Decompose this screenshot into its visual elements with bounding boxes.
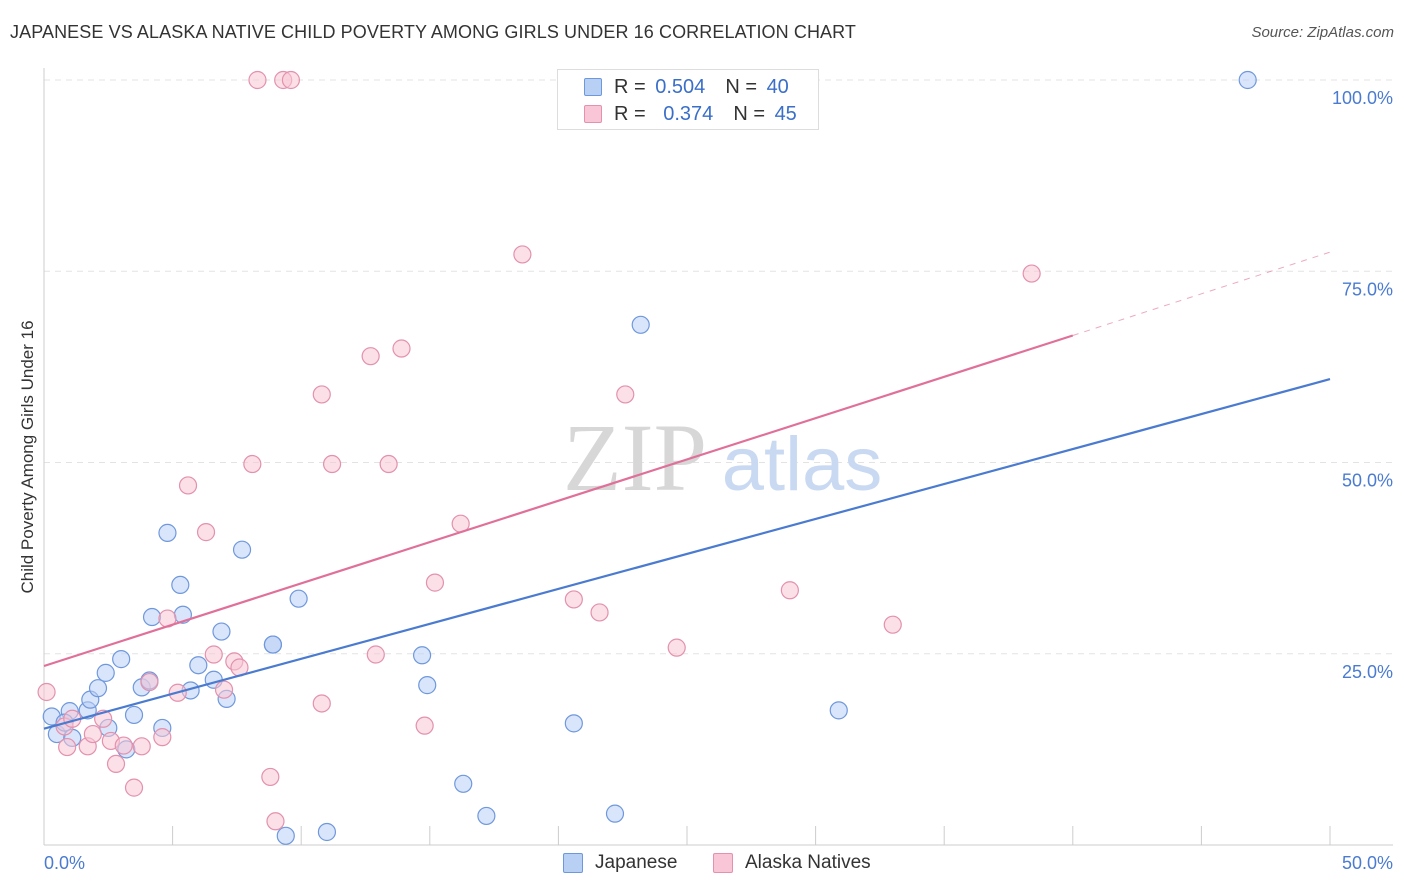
- alaska-point: [590, 603, 609, 622]
- japanese-point: [158, 523, 177, 542]
- alaska-point: [883, 615, 902, 634]
- japanese-point: [412, 646, 432, 665]
- japanese-point: [112, 650, 131, 669]
- alaska-point: [281, 70, 301, 90]
- alaska-trend-extension: [1072, 251, 1331, 336]
- japanese-point: [317, 822, 337, 842]
- alaska-point: [196, 523, 216, 542]
- japanese-point: [263, 635, 283, 654]
- alaska-swatch: [584, 105, 602, 123]
- y-tick-label: 50.0%: [1342, 471, 1393, 491]
- watermark: ZIP atlas: [563, 404, 882, 511]
- alaska-point: [261, 767, 280, 787]
- japanese-point: [605, 804, 625, 823]
- alaska-swatch: [713, 853, 733, 873]
- n-value: 40: [766, 75, 789, 98]
- n-label: N =: [725, 75, 757, 98]
- legend-row-japanese: R = 0.504 N = 40: [584, 76, 789, 98]
- alaska-point: [214, 680, 234, 699]
- alaska-point: [248, 70, 267, 90]
- x-tick-label: 50.0%: [1342, 853, 1393, 873]
- y-tick-label: 75.0%: [1342, 279, 1393, 299]
- alaska-point: [379, 454, 398, 474]
- japanese-point: [477, 806, 496, 826]
- alaska-point: [243, 454, 262, 474]
- japanese-point: [289, 589, 308, 608]
- alaska-point: [667, 638, 686, 657]
- grid-lines: [44, 79, 1393, 655]
- alaska-point: [58, 737, 77, 757]
- x-tick-label: 0.0%: [44, 853, 85, 873]
- japanese-point: [189, 656, 208, 675]
- japanese-point: [212, 622, 231, 641]
- legend-item-alaska: Alaska Natives: [713, 852, 871, 874]
- alaska-point: [513, 245, 532, 264]
- japanese-swatch: [563, 853, 583, 873]
- alaska-point: [564, 590, 583, 609]
- legend-item-japanese: Japanese: [563, 852, 677, 874]
- alaska-point: [83, 724, 102, 744]
- alaska-trend-line: [43, 334, 1074, 668]
- chart-title: JAPANESE VS ALASKA NATIVE CHILD POVERTY …: [10, 22, 857, 42]
- alaska-point: [140, 672, 159, 692]
- japanese-point: [124, 705, 144, 725]
- japanese-point: [564, 714, 583, 733]
- alaska-point: [425, 573, 445, 592]
- alaska-point: [312, 694, 331, 713]
- japanese-point: [88, 679, 108, 698]
- alaska-point: [415, 716, 434, 735]
- legend-label-japanese: Japanese: [595, 852, 678, 873]
- alaska-point: [366, 645, 385, 664]
- y-tick-label: 25.0%: [1342, 662, 1393, 682]
- japanese-point: [96, 663, 115, 682]
- alaska-point: [153, 728, 172, 747]
- japanese-point: [142, 607, 162, 627]
- japanese-swatch: [584, 78, 602, 96]
- alaska-points: [37, 70, 1041, 831]
- axes: [43, 68, 1393, 846]
- japanese-point: [454, 774, 473, 793]
- alaska-point: [361, 347, 380, 366]
- alaska-point: [132, 737, 151, 756]
- y-tick-label: 100.0%: [1332, 88, 1393, 108]
- alaska-point: [178, 476, 198, 495]
- stats-legend: R = 0.504 N = 40 R = 0.374 N = 45: [557, 69, 819, 130]
- alaska-point: [780, 581, 799, 600]
- series-legend: Japanese Alaska Natives: [0, 852, 1406, 878]
- legend-row-alaska: R = 0.374 N = 45: [584, 103, 797, 125]
- alaska-point: [266, 812, 285, 831]
- r-value: 0.504: [655, 75, 706, 98]
- japanese-point: [232, 540, 252, 559]
- alaska-point: [114, 736, 133, 755]
- alaska-point: [392, 339, 411, 358]
- r-label: R =: [614, 75, 646, 98]
- watermark-zip: ZIP: [563, 404, 707, 511]
- japanese-point: [171, 575, 190, 595]
- n-label: N =: [733, 102, 765, 125]
- alaska-point: [204, 645, 223, 664]
- japanese-point: [829, 701, 848, 720]
- japanese-points: [42, 70, 1257, 845]
- alaska-point: [322, 454, 342, 474]
- japanese-point: [418, 676, 437, 695]
- alaska-point: [37, 682, 56, 702]
- japanese-point: [1238, 70, 1257, 90]
- source-label: Source: ZipAtlas.com: [1251, 24, 1394, 41]
- alaska-point: [312, 385, 331, 404]
- japanese-point: [631, 315, 650, 334]
- japanese-point: [276, 826, 295, 845]
- r-label: R =: [614, 102, 646, 125]
- japanese-trend-line: [43, 378, 1331, 730]
- tick-labels: 25.0% 50.0% 75.0% 100.0% 0.0% 50.0%: [44, 88, 1393, 873]
- watermark-atlas: atlas: [722, 422, 883, 507]
- alaska-point: [124, 778, 144, 797]
- n-value: 45: [774, 102, 797, 125]
- alaska-point: [106, 754, 126, 774]
- trend-lines: [43, 251, 1331, 730]
- r-value: 0.374: [663, 102, 714, 125]
- alaska-point: [616, 385, 635, 404]
- alaska-point: [1022, 264, 1041, 283]
- legend-label-alaska: Alaska Natives: [745, 852, 871, 873]
